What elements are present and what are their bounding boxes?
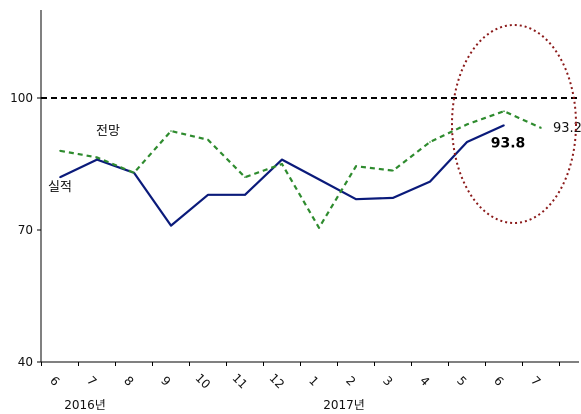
data-point: [540, 127, 542, 129]
x-tick-label: 4: [417, 374, 432, 389]
data-point: [503, 124, 505, 127]
x-tick-label: 11: [229, 371, 250, 392]
data-point: [170, 130, 172, 132]
data-point: [207, 139, 209, 141]
x-tick-label: 6: [47, 374, 62, 389]
data-point: [318, 227, 320, 229]
data-point: [59, 176, 61, 178]
highlight-ellipse: [451, 24, 577, 224]
data-point: [466, 123, 468, 126]
year-label: 2017년: [323, 398, 365, 412]
data-point: [133, 172, 135, 174]
x-tick-label: 2: [343, 374, 358, 389]
y-tick-label: 70: [18, 223, 33, 237]
data-point: [355, 165, 357, 167]
data-point: [392, 169, 394, 172]
data-point: [281, 163, 283, 165]
series-line-0: [59, 124, 505, 227]
series-line-1: [59, 110, 542, 229]
x-tick-label: 3: [380, 374, 395, 389]
data-point: [96, 158, 98, 161]
data-point: [318, 178, 320, 181]
x-tick-label: 5: [454, 374, 469, 389]
x-tick-label: 7: [528, 374, 543, 389]
y-tick-label: 40: [18, 355, 33, 369]
end-value-label: 93.8: [491, 135, 526, 151]
data-point: [466, 141, 468, 143]
data-point: [392, 197, 394, 199]
data-point: [96, 156, 98, 159]
data-point: [244, 194, 246, 196]
series-label-actual: 실적: [48, 180, 72, 195]
data-point: [429, 141, 431, 143]
data-point: [207, 194, 209, 196]
x-tick-label: 1: [306, 374, 321, 389]
data-point: [281, 158, 283, 161]
end-value-label: 93.2: [553, 121, 581, 136]
x-tick-label: 12: [266, 371, 287, 392]
data-point: [170, 224, 172, 227]
data-point: [244, 176, 246, 178]
year-label: 2016년: [64, 398, 106, 412]
data-point: [503, 110, 505, 112]
series-label-forecast: 전망: [96, 124, 120, 139]
data-point: [355, 198, 357, 200]
x-tick-label: 9: [158, 374, 173, 389]
x-tick-label: 10: [192, 371, 213, 392]
x-tick-label: 8: [121, 374, 136, 389]
x-tick-label: 7: [84, 374, 99, 389]
x-tick-label: 6: [491, 374, 506, 389]
data-point: [59, 150, 61, 152]
data-point: [429, 180, 431, 183]
y-tick-label: 100: [10, 91, 33, 105]
